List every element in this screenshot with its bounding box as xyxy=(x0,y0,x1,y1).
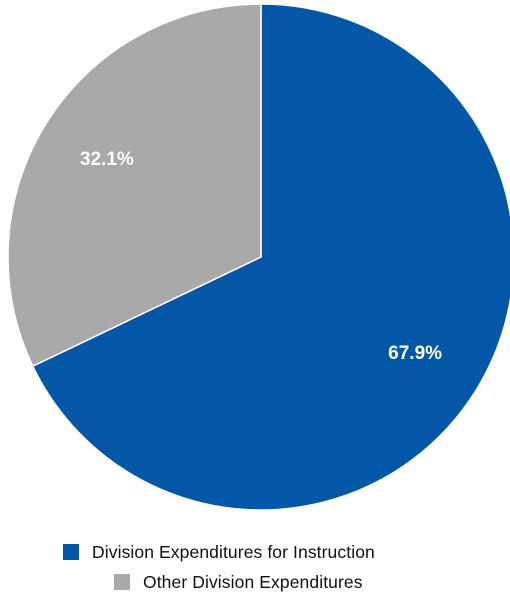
pie-slice-labels: 67.9% 32.1% xyxy=(80,149,442,364)
pie-slices xyxy=(7,3,510,511)
legend-swatch-other xyxy=(114,574,130,590)
legend-item-instruction: Division Expenditures for Instruction xyxy=(63,541,375,563)
pie-slice-other xyxy=(7,3,262,367)
pie-chart: 67.9% 32.1% xyxy=(7,3,510,511)
pie-label-other: 32.1% xyxy=(80,149,134,170)
pie-slice-instruction xyxy=(32,3,510,511)
legend-item-other: Other Division Expenditures xyxy=(114,571,363,593)
legend-swatch-instruction xyxy=(63,544,79,560)
pie-label-instruction: 67.9% xyxy=(388,343,442,364)
legend-label-other: Other Division Expenditures xyxy=(143,571,363,592)
legend-label-instruction: Division Expenditures for Instruction xyxy=(92,541,375,562)
